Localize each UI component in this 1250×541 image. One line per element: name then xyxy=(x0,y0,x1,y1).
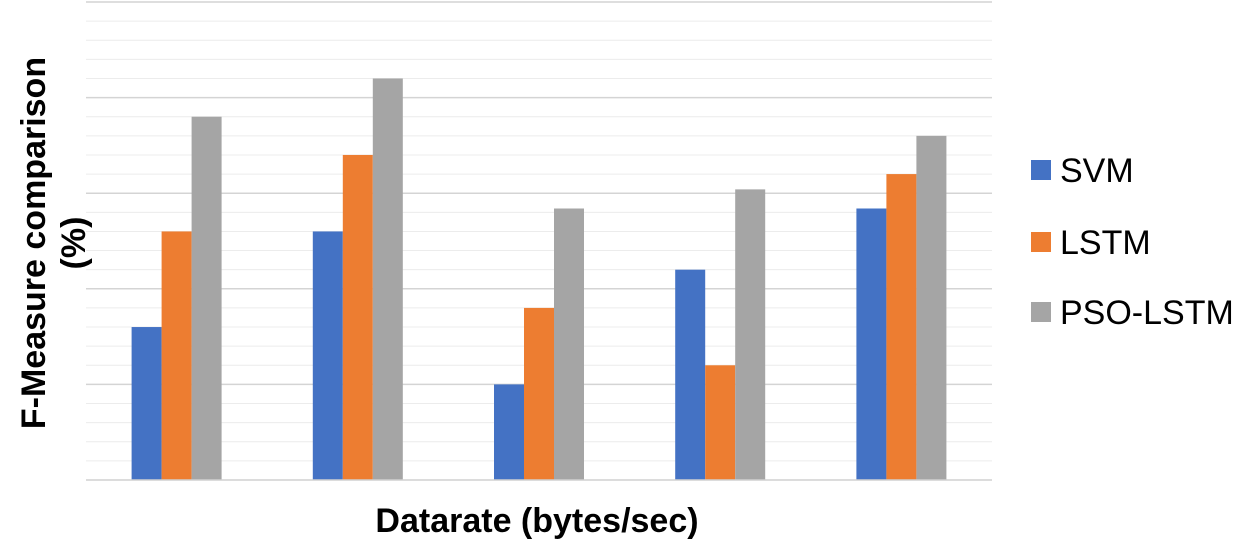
bar-lstm-4 xyxy=(705,365,736,480)
bar-lstm-5 xyxy=(886,174,917,480)
legend-swatch-lstm xyxy=(1031,232,1051,252)
bar-svm-5 xyxy=(856,208,887,480)
bar-svm-2 xyxy=(312,231,343,480)
bar-pso-lstm-3 xyxy=(554,208,584,480)
bars xyxy=(131,78,947,480)
bar-svm-3 xyxy=(494,384,524,480)
legend: SVM LSTM PSO-LSTM xyxy=(1031,152,1234,332)
legend-label-pso-lstm: PSO-LSTM xyxy=(1060,294,1234,332)
bar-pso-lstm-2 xyxy=(372,78,403,480)
y-axis-title: F-Measure comparison (%) xyxy=(15,57,93,429)
bar-svm-1 xyxy=(131,327,162,480)
legend-item-lstm: LSTM xyxy=(1031,224,1151,262)
bar-lstm-3 xyxy=(524,307,554,480)
bar-svm-4 xyxy=(675,269,706,480)
y-axis-title-line2: (%) xyxy=(55,217,93,270)
bar-pso-lstm-4 xyxy=(735,189,766,480)
legend-swatch-svm xyxy=(1031,160,1051,180)
bar-lstm-2 xyxy=(342,154,373,480)
gridlines xyxy=(86,1,992,462)
legend-swatch-pso-lstm xyxy=(1031,302,1051,322)
legend-item-svm: SVM xyxy=(1031,152,1134,190)
legend-item-pso-lstm: PSO-LSTM xyxy=(1031,294,1234,332)
bar-pso-lstm-1 xyxy=(191,116,222,480)
y-axis-title-line1: F-Measure comparison xyxy=(15,57,53,429)
bar-lstm-1 xyxy=(161,231,192,480)
x-axis-title: Datarate (bytes/sec) xyxy=(375,502,698,540)
legend-label-lstm: LSTM xyxy=(1060,224,1151,262)
bar-pso-lstm-5 xyxy=(916,135,947,480)
legend-label-svm: SVM xyxy=(1060,152,1134,190)
